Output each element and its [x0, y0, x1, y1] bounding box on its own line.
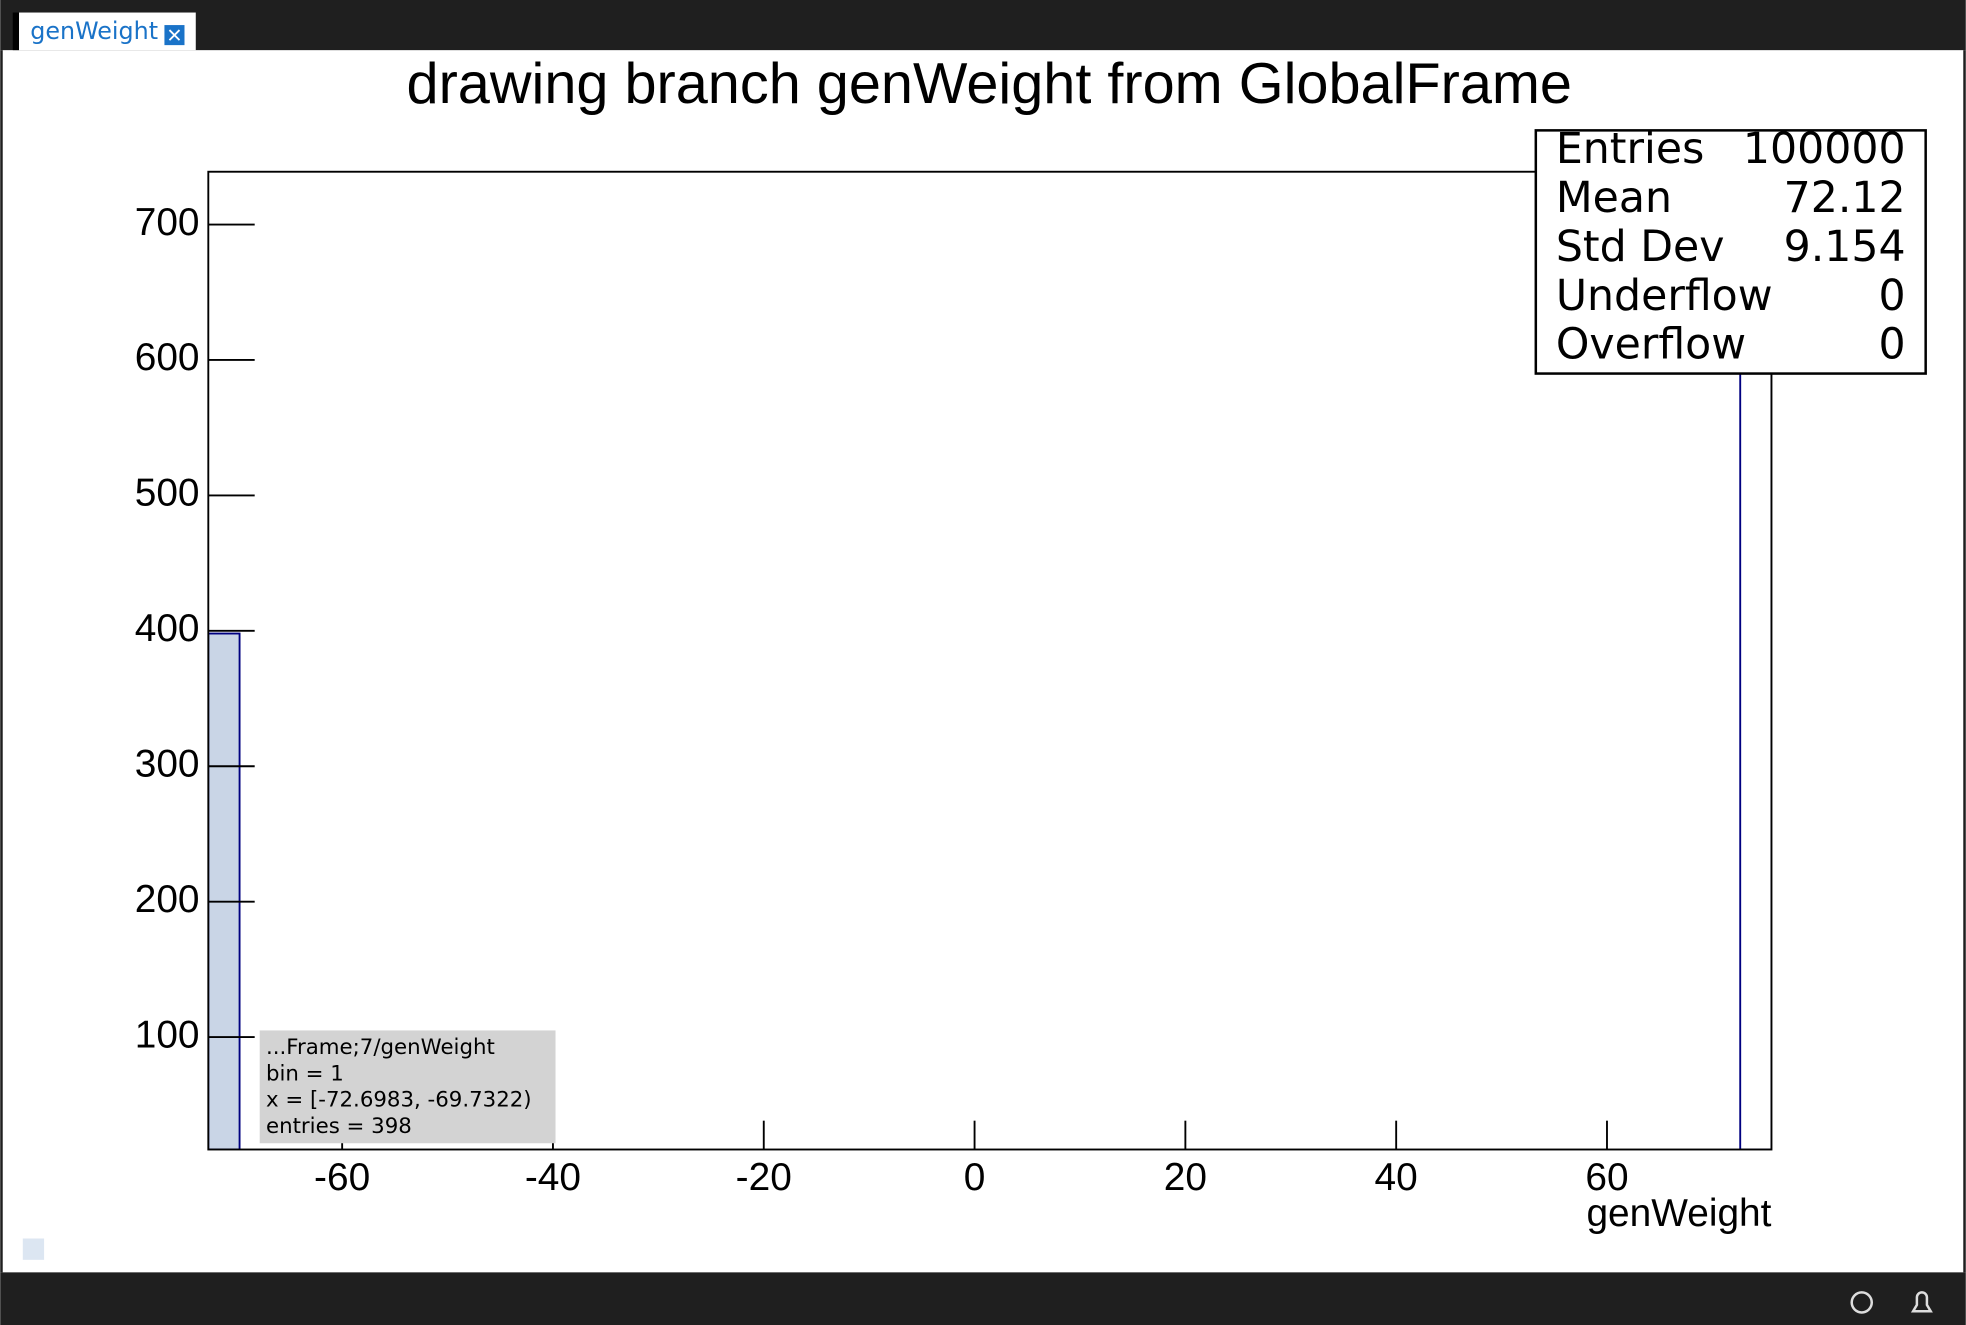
tab-label[interactable]: genWeight: [30, 17, 158, 45]
stats-label: Overflow: [1556, 320, 1746, 370]
corner-icon: [22, 1238, 45, 1260]
y-tick-label: 600: [135, 336, 200, 379]
x-tick-label: -40: [525, 1156, 581, 1199]
y-tick-label: 100: [135, 1013, 200, 1056]
copilot-icon[interactable]: [1850, 1291, 1874, 1314]
stats-border: [1534, 129, 1927, 375]
top-bar: [0, 0, 1966, 51]
tooltip-line: ...Frame;7/genWeight: [266, 1035, 495, 1060]
tooltip-box: [259, 1030, 556, 1144]
x-tick-label: 60: [1585, 1156, 1628, 1199]
y-tick-label: 400: [135, 607, 200, 650]
x-tick-label: 20: [1164, 1156, 1207, 1199]
y-tick-label: 500: [135, 472, 200, 515]
y-tick-label: 300: [135, 743, 200, 786]
stats-value: 9.154: [1784, 222, 1906, 272]
stats-box: Entries 100000 Mean 72.12 Std Dev 9.154Underf…: [1534, 124, 1927, 375]
tooltip-line: entries = 398: [266, 1114, 412, 1139]
bars: [208, 171, 1772, 1150]
stats-label: Entries: [1556, 124, 1704, 174]
chart-title: drawing branch genWeight from GlobalFram…: [407, 52, 1572, 116]
stats-value: 100000: [1743, 124, 1906, 174]
tab-marker: [12, 12, 20, 51]
tab-close-icon: [168, 29, 181, 41]
stats-value: 72.12: [1784, 173, 1906, 223]
x-tick-label: 40: [1375, 1156, 1418, 1199]
stats-label: Mean: [1556, 173, 1672, 223]
x-axis-label: genWeight: [1586, 1192, 1771, 1235]
status-bar: [0, 1272, 1966, 1325]
stats-label: Underflow: [1556, 271, 1773, 321]
tooltip-line: bin = 1: [266, 1061, 344, 1086]
y-tick-label: 700: [135, 201, 200, 244]
right-border: [1963, 50, 1966, 1273]
stats-value: 0: [1878, 271, 1905, 321]
histogram-bar: [208, 632, 241, 1150]
x-tick-label: -60: [314, 1156, 370, 1199]
frame: [207, 170, 1773, 1151]
tooltip-line: x = [-72.6983, -69.7322): [266, 1088, 532, 1113]
x-tick-label: 0: [964, 1156, 986, 1199]
y-tick-label: 200: [135, 878, 200, 921]
axes: 100 200 300 400 500 600 700 -60 -40 -20 0 20 40 60: [135, 201, 1629, 1199]
x-tick-label: -20: [736, 1156, 792, 1199]
left-border: [0, 50, 3, 1273]
bell-icon[interactable]: [1910, 1291, 1933, 1313]
stats-value: 0: [1878, 320, 1905, 370]
stats-label: Std Dev: [1556, 222, 1725, 272]
